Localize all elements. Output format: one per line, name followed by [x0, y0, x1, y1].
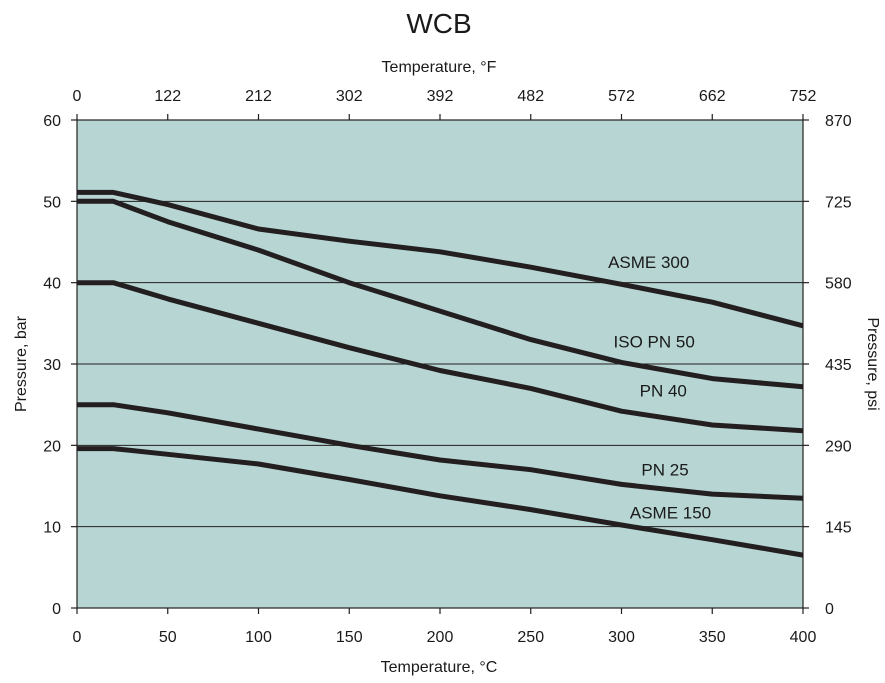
series-line	[77, 198, 804, 390]
right-y-tick-label: 0	[825, 601, 834, 618]
top-x-tick-label: 302	[336, 88, 363, 105]
series-line	[77, 402, 804, 501]
series-label: PN 25	[641, 460, 688, 479]
x-tick-label: 200	[427, 629, 454, 646]
tick-labels: 0 50 100 150 200 250 300 350 400 0 10 20 30 40 50 60 0 12…	[43, 88, 852, 646]
y-tick-label: 20	[43, 438, 61, 455]
grid-lines	[77, 200, 803, 528]
series-label: PN 40	[640, 382, 687, 401]
right-y-axis-title: Pressure, psi	[864, 317, 881, 410]
series-line	[77, 189, 804, 329]
axes	[71, 114, 809, 614]
x-tick-label: 100	[245, 629, 272, 646]
right-y-tick-label: 145	[825, 520, 852, 537]
y-tick-label: 50	[43, 194, 61, 211]
y-tick-label: 30	[43, 357, 61, 374]
right-y-tick-label: 290	[825, 438, 852, 455]
series-label: ASME 150	[630, 504, 711, 523]
y-tick-label: 40	[43, 276, 61, 293]
series-line	[77, 280, 804, 434]
y-axis-title: Pressure, bar	[13, 315, 30, 412]
series-lines	[77, 189, 804, 558]
top-x-tick-label: 482	[517, 88, 544, 105]
top-x-tick-label: 392	[427, 88, 454, 105]
x-axis-title: Temperature, °C	[381, 659, 498, 676]
x-tick-label: 150	[336, 629, 363, 646]
chart-title: WCB	[406, 8, 471, 39]
y-tick-label: 10	[43, 520, 61, 537]
top-x-tick-label: 572	[608, 88, 635, 105]
right-y-tick-label: 870	[825, 113, 852, 130]
x-tick-label: 350	[699, 629, 726, 646]
right-y-tick-label: 435	[825, 357, 852, 374]
series-label: ISO PN 50	[614, 333, 695, 352]
series-line	[77, 446, 804, 558]
top-x-tick-label: 122	[154, 88, 181, 105]
top-x-tick-label: 212	[245, 88, 272, 105]
x-tick-label: 400	[790, 629, 817, 646]
top-x-tick-label: 752	[790, 88, 817, 105]
x-tick-label: 300	[608, 629, 635, 646]
series-label: ASME 300	[608, 253, 689, 272]
y-tick-label: 0	[52, 601, 61, 618]
x-tick-label: 50	[159, 629, 177, 646]
y-tick-label: 60	[43, 113, 61, 130]
right-y-tick-label: 725	[825, 194, 852, 211]
top-x-tick-label: 662	[699, 88, 726, 105]
top-x-tick-label: 0	[73, 88, 82, 105]
x-tick-label: 250	[517, 629, 544, 646]
right-y-tick-label: 580	[825, 276, 852, 293]
top-x-axis-title: Temperature, °F	[382, 59, 497, 76]
series-labels: ASME 300 ISO PN 50 PN 40 PN 25 ASME 150	[608, 253, 711, 523]
x-tick-label: 0	[73, 629, 82, 646]
